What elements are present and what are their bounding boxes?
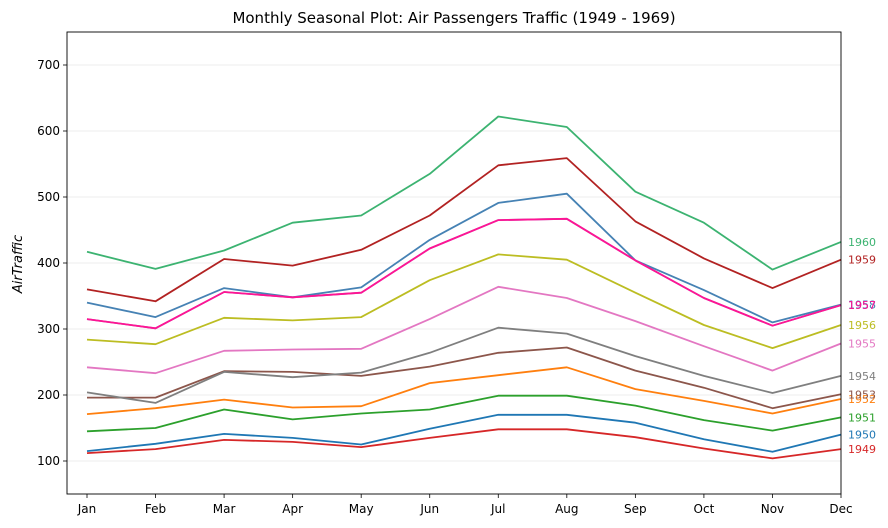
x-tick-label-mar: Mar (213, 502, 236, 516)
series-lines (86, 115, 842, 460)
series-line-1956-7 (86, 253, 842, 350)
series-end-label-1951-2: 1951 (848, 411, 876, 424)
series-line-1949-0 (86, 428, 842, 460)
series-end-label-1958-9: 1958 (848, 299, 876, 312)
x-tick-label-jun: Jun (419, 502, 439, 516)
series-line-1954-5 (86, 326, 842, 404)
series-end-label-1959-11: 1959 (848, 254, 876, 267)
x-tick-label-jan: Jan (77, 502, 97, 516)
x-tick-label-sep: Sep (624, 502, 647, 516)
series-end-label-1955-6: 1955 (848, 338, 876, 351)
y-tick-label-300: 300 (37, 322, 60, 336)
x-tick-label-apr: Apr (282, 502, 303, 516)
x-tick-label-feb: Feb (145, 502, 166, 516)
series-line-1958-9 (86, 192, 842, 324)
series-end-label-1956-7: 1956 (848, 319, 876, 332)
chart-title: Monthly Seasonal Plot: Air Passengers Tr… (232, 9, 675, 27)
series-line-1953-4 (87, 346, 842, 410)
series-end-label-1952-3: 1952 (848, 393, 876, 406)
series-end-label-1957-10: 1957 (848, 299, 876, 312)
series-line-1960-12 (86, 115, 842, 271)
series-line-1955-6 (86, 285, 842, 375)
y-tick-label-500: 500 (37, 190, 60, 204)
y-tick-label-200: 200 (37, 388, 60, 402)
y-tick-label-700: 700 (37, 58, 60, 72)
x-tick-label-may: May (349, 502, 374, 516)
y-axis-label: AirTraffic (11, 235, 26, 294)
x-tick-label-jul: Jul (490, 502, 505, 516)
x-tick-label-dec: Dec (829, 502, 852, 516)
y-tick-label-600: 600 (37, 124, 60, 138)
series-line-1957-10 (86, 217, 842, 330)
series-line-1951-2 (86, 394, 842, 433)
x-tick-label-nov: Nov (761, 502, 784, 516)
y-tick-label-400: 400 (37, 256, 60, 270)
series-end-label-1960-12: 1960 (848, 236, 876, 249)
series-end-label-1954-5: 1954 (848, 370, 876, 383)
series-line-1950-1 (86, 413, 842, 453)
x-tick-label-oct: Oct (694, 502, 715, 516)
series-line-1959-11 (86, 157, 842, 303)
series-end-label-1953-4: 1953 (848, 388, 876, 401)
series-end-label-1949-0: 1949 (848, 443, 876, 456)
series-end-label-1950-1: 1950 (848, 429, 876, 442)
x-tick-label-aug: Aug (555, 502, 578, 516)
y-tick-label-100: 100 (37, 454, 60, 468)
series-line-1952-3 (86, 366, 842, 415)
series-end-label-1957-8: 1957 (848, 299, 876, 312)
axes: 100 200 300 400 500 600 700 Jan Feb Mar Apr May Jun J… (37, 58, 853, 516)
